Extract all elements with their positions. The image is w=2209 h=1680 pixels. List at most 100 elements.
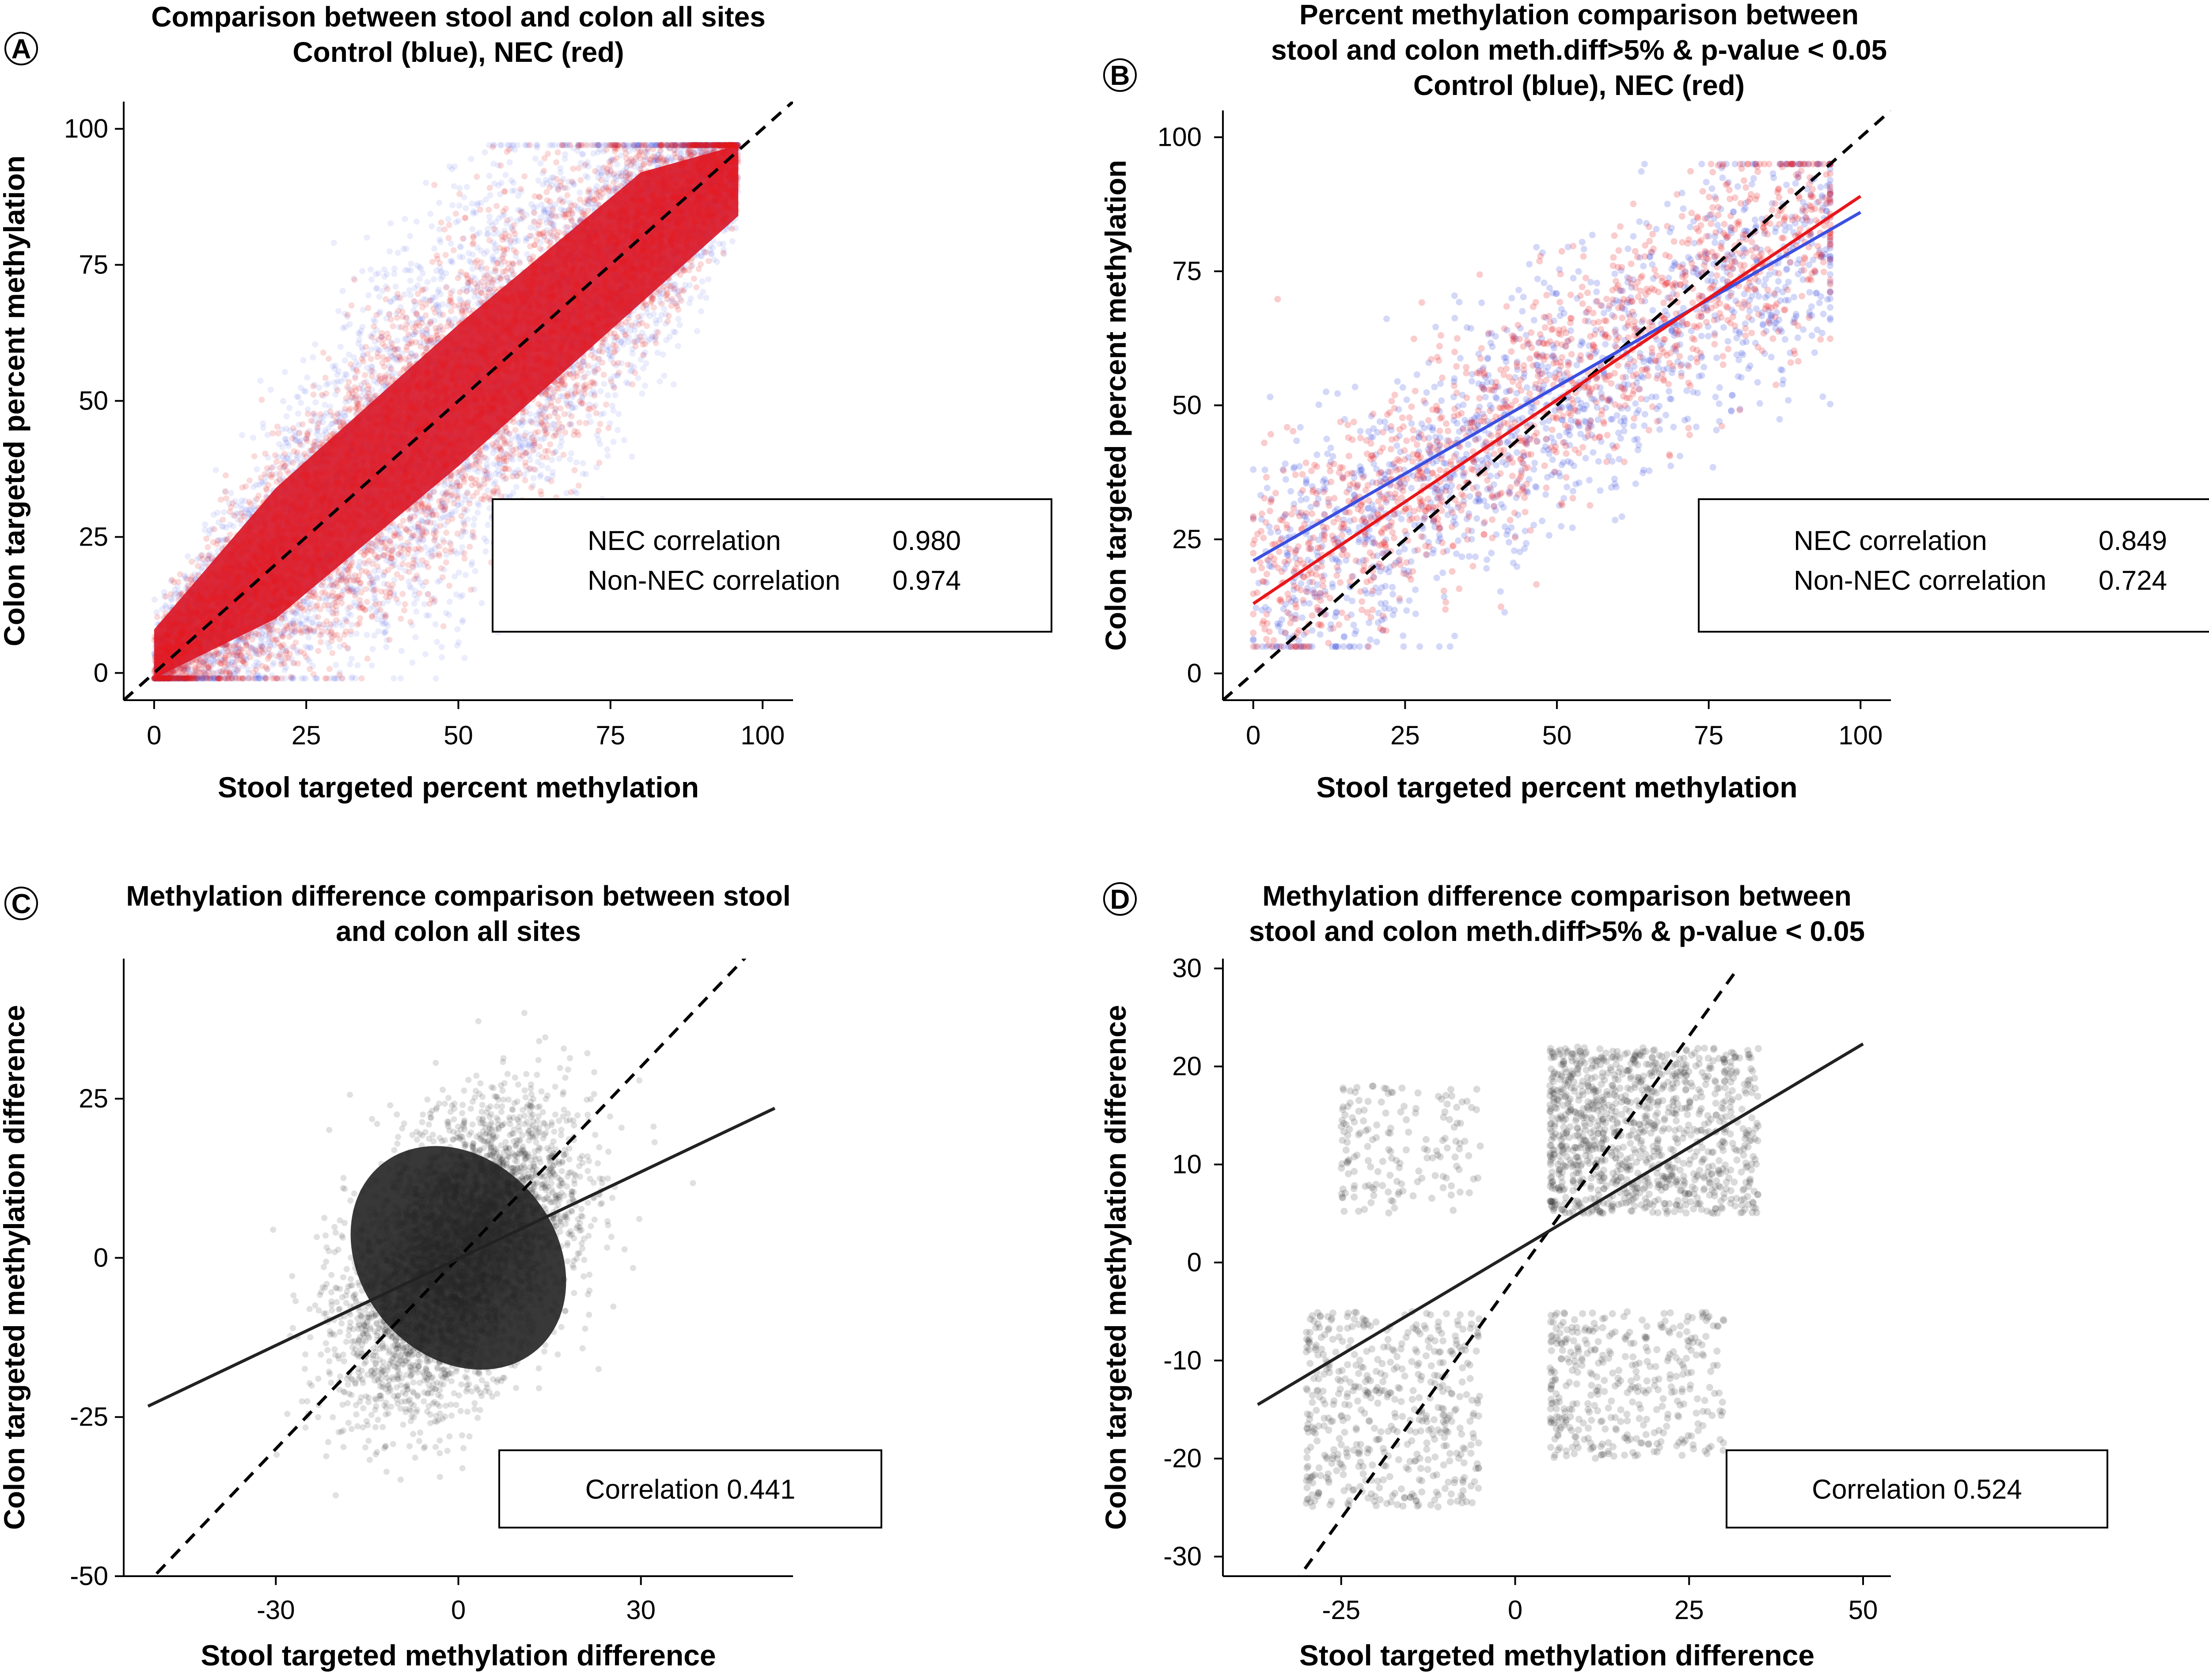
data-point xyxy=(539,462,545,469)
data-point xyxy=(476,502,482,509)
data-point xyxy=(372,338,378,345)
data-point xyxy=(465,250,472,257)
data-point xyxy=(660,351,666,358)
data-point xyxy=(559,378,566,385)
data-point xyxy=(339,288,346,294)
data-point xyxy=(273,652,280,659)
data-point xyxy=(332,362,339,369)
data-point xyxy=(537,160,544,167)
data-point xyxy=(661,372,668,379)
data-point xyxy=(691,142,698,148)
data-point xyxy=(714,258,720,265)
data-point xyxy=(542,418,549,425)
data-point xyxy=(440,514,446,520)
data-point xyxy=(294,647,300,654)
data-point xyxy=(307,644,313,651)
data-point xyxy=(197,675,204,682)
data-point xyxy=(534,421,540,427)
data-point xyxy=(391,265,398,272)
data-point xyxy=(180,675,186,682)
data-point xyxy=(463,184,470,190)
data-point xyxy=(648,142,654,148)
data-point xyxy=(585,413,592,419)
data-point xyxy=(394,338,401,344)
data-point xyxy=(367,266,374,273)
data-point xyxy=(368,662,375,669)
data-point xyxy=(210,512,217,518)
data-point xyxy=(352,675,359,682)
data-point xyxy=(576,142,582,148)
data-point xyxy=(446,611,452,618)
data-point xyxy=(436,236,443,243)
data-point xyxy=(342,409,348,415)
data-point xyxy=(604,169,611,175)
data-point xyxy=(367,574,374,580)
data-point xyxy=(239,432,245,438)
data-point xyxy=(528,224,534,231)
data-point xyxy=(343,575,349,582)
data-point xyxy=(708,250,714,257)
data-point xyxy=(642,142,649,148)
data-point xyxy=(310,354,316,360)
data-point xyxy=(391,562,398,569)
data-point xyxy=(454,642,460,649)
data-point xyxy=(646,313,653,319)
data-point xyxy=(629,350,636,356)
data-point xyxy=(484,248,490,255)
data-point xyxy=(182,675,189,682)
data-point xyxy=(601,381,607,387)
data-point xyxy=(621,180,627,186)
data-point xyxy=(509,225,515,232)
data-point xyxy=(710,142,717,148)
data-point xyxy=(166,675,172,682)
data-point xyxy=(432,621,439,628)
data-point xyxy=(277,621,284,627)
data-point xyxy=(202,521,209,528)
data-point xyxy=(559,142,566,148)
data-point xyxy=(562,151,568,158)
data-point xyxy=(314,431,320,438)
data-point xyxy=(368,276,375,283)
data-point xyxy=(402,267,409,273)
data-point xyxy=(486,173,493,179)
data-point xyxy=(268,621,274,627)
data-point xyxy=(448,258,455,264)
data-point xyxy=(293,393,300,400)
data-point xyxy=(531,209,537,216)
data-point xyxy=(333,607,340,614)
data-point xyxy=(445,216,452,223)
data-point xyxy=(288,609,295,616)
data-point xyxy=(203,671,209,677)
data-point xyxy=(305,634,312,641)
data-point xyxy=(639,391,645,397)
data-point xyxy=(604,392,611,399)
data-point xyxy=(157,675,164,682)
data-point xyxy=(354,662,361,668)
data-point xyxy=(368,586,374,592)
data-point xyxy=(281,369,288,375)
data-point xyxy=(353,591,359,597)
data-point xyxy=(339,675,346,682)
data-point xyxy=(654,349,661,356)
data-point xyxy=(459,592,466,599)
data-point xyxy=(509,272,516,278)
data-point xyxy=(205,556,211,562)
data-point xyxy=(623,379,630,386)
data-point xyxy=(676,142,682,148)
data-point xyxy=(187,577,194,584)
data-point xyxy=(619,326,625,332)
data-point xyxy=(355,340,362,347)
data-point xyxy=(478,200,484,206)
data-point xyxy=(549,469,556,475)
data-point xyxy=(546,395,553,402)
data-point xyxy=(156,675,163,682)
data-point xyxy=(298,399,304,406)
data-point xyxy=(379,334,385,340)
data-point xyxy=(490,461,497,467)
data-point xyxy=(667,297,674,304)
data-point xyxy=(443,270,449,277)
data-point xyxy=(585,142,591,148)
data-point xyxy=(297,384,304,391)
data-point xyxy=(596,440,603,447)
data-point xyxy=(597,388,604,394)
